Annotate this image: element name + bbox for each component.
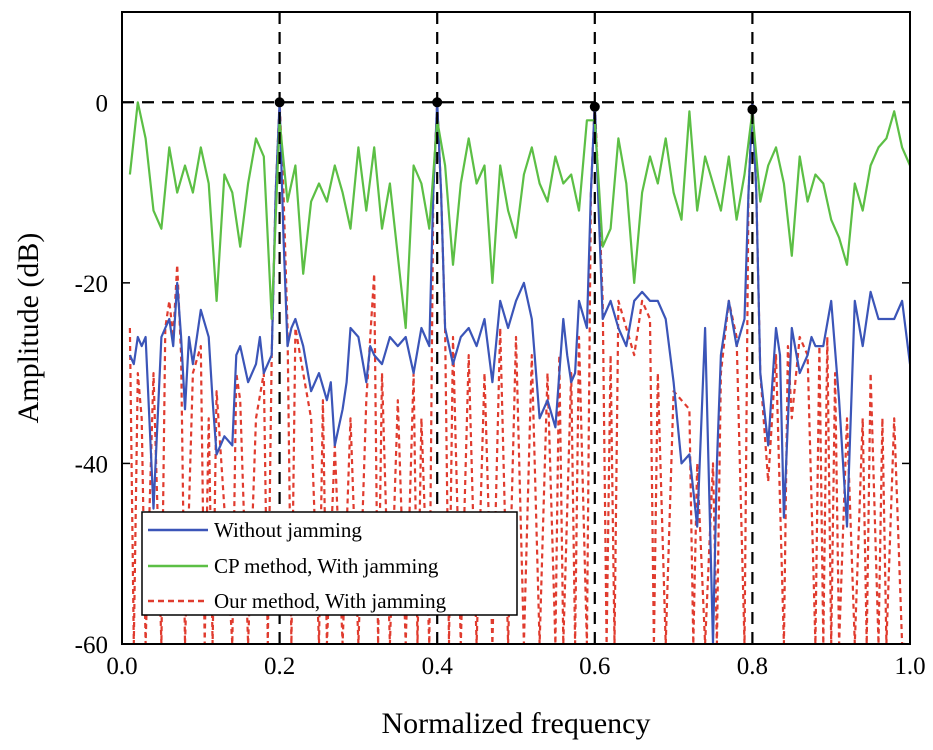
legend: Without jamming CP method, With jamming …	[141, 511, 518, 616]
x-tick-label: 0.0	[106, 653, 137, 680]
series-line-1	[128, 101, 910, 330]
peak-marker-0	[274, 97, 285, 108]
y-tick-label: -20	[75, 271, 108, 298]
series-line-2	[128, 101, 910, 644]
x-tick-label: 1.0	[894, 653, 925, 680]
x-tick-label: 0.4	[422, 653, 454, 680]
axes: 0.0 0.2 0.4 0.6 0.8 1.0 0 -20 -40 -60	[75, 12, 926, 680]
peak-marker-3	[747, 104, 758, 115]
peak-marker-1	[432, 97, 443, 108]
x-tick-label: 0.8	[737, 653, 768, 680]
x-tick-label: 0.6	[579, 653, 610, 680]
y-axis-label: Amplitude (dB)	[12, 233, 45, 424]
x-tick-label: 0.2	[264, 653, 295, 680]
x-axis-label: Normalized frequency	[381, 707, 650, 740]
plot-frame	[121, 11, 911, 645]
series-layer	[128, 101, 910, 644]
series-line-0	[128, 101, 910, 644]
legend-label-our-method: Our method, With jamming	[214, 589, 447, 613]
peak-marker-2	[589, 101, 600, 112]
y-tick-label: -40	[75, 451, 108, 478]
y-tick-label: 0	[96, 90, 109, 117]
peak-markers	[274, 97, 758, 115]
legend-label-without-jamming: Without jamming	[214, 518, 362, 542]
legend-label-cp-method: CP method, With jamming	[214, 554, 439, 578]
y-tick-label: -60	[75, 632, 108, 659]
